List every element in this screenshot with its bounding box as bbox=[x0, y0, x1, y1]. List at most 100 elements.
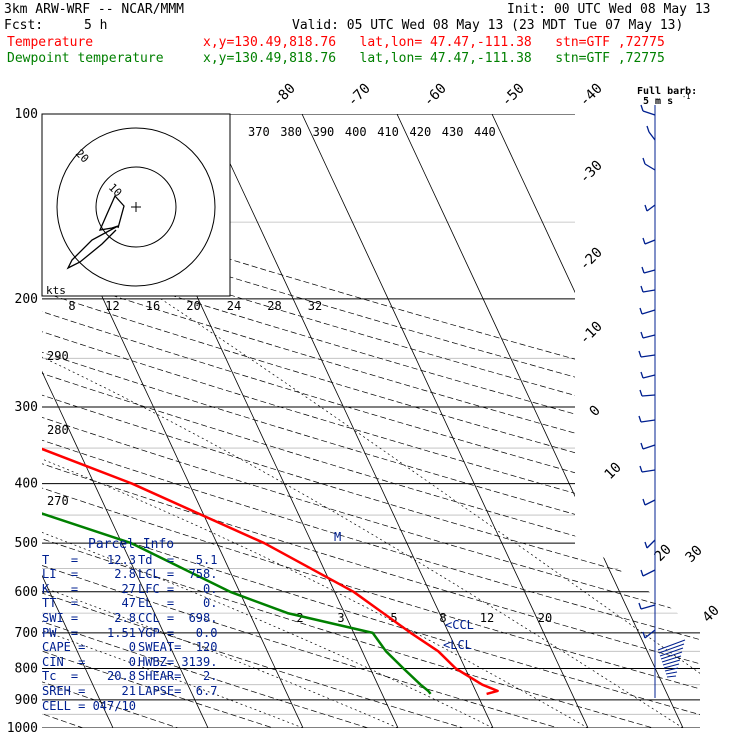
level-marker: M bbox=[334, 530, 341, 544]
parcel-value-right: Td = 5.1 bbox=[138, 552, 218, 567]
dewpoint-profile bbox=[42, 512, 432, 695]
wind-barb-cluster bbox=[657, 639, 686, 651]
parcel-info-row: CAPE = 0 SWEAT= 120 bbox=[42, 640, 232, 655]
parcel-info-row: CIN = 0 HWBZ= 3139. bbox=[42, 655, 232, 670]
temperature-axis-label: 8 bbox=[68, 299, 75, 313]
isotherm-label: 30 bbox=[683, 543, 706, 566]
wind-barb-flag bbox=[640, 285, 644, 293]
wind-barb bbox=[644, 163, 656, 171]
wind-barb-cluster bbox=[658, 643, 685, 654]
isotherm bbox=[42, 114, 114, 728]
wind-barb-flag bbox=[642, 157, 646, 165]
parcel-info-panel: Parcel Info T = 12.3 Td = 5.1 LI = 2.8 LCL … bbox=[42, 537, 232, 714]
isotherm-label: -50 bbox=[499, 81, 528, 110]
parcel-info-row: SWI = 2.8 CCL = 698. bbox=[42, 611, 232, 626]
dry-adiabat bbox=[42, 114, 464, 728]
wind-barb bbox=[640, 354, 656, 358]
dewpoint-legend-label: Dewpoint temperature bbox=[7, 51, 164, 66]
isotherm bbox=[206, 114, 494, 728]
wind-barb-flag bbox=[639, 465, 643, 473]
wind-barb bbox=[642, 444, 656, 450]
theta-label-left: 280 bbox=[47, 423, 69, 437]
wind-barb-flag bbox=[642, 498, 646, 506]
isotherm-label: -80 bbox=[270, 81, 299, 110]
dry-adiabat bbox=[42, 114, 700, 728]
valid-time: Valid: 05 UTC Wed 08 May 13 (23 MDT Tue … bbox=[292, 18, 684, 33]
isotherm bbox=[42, 114, 304, 728]
isotherm bbox=[42, 114, 209, 728]
barb-scale-exponent: -1 bbox=[682, 93, 690, 101]
wind-barb-flag bbox=[639, 389, 643, 397]
wind-barb-flag bbox=[644, 541, 648, 549]
parcel-value-left: K = 27 bbox=[42, 581, 136, 596]
hodograph-unit: kts bbox=[46, 284, 66, 297]
profiles bbox=[42, 447, 499, 696]
parcel-info-row: Tc = 20.8 SHEAR= 2. bbox=[42, 669, 232, 684]
parcel-value-right: EL = 0. bbox=[138, 596, 218, 611]
wind-barb-flag bbox=[640, 331, 644, 339]
hodograph-ring-20 bbox=[56, 127, 216, 287]
wind-barb-cluster bbox=[665, 671, 678, 675]
barb-scale-label: Full barb: bbox=[637, 86, 697, 97]
wind-barb-cluster bbox=[666, 675, 677, 678]
hodograph-trace bbox=[66, 194, 125, 270]
dry-adiabat bbox=[42, 114, 700, 728]
parcel-value-right: LCL = 758. bbox=[138, 567, 218, 582]
wind-barb bbox=[641, 469, 656, 473]
isotherm-label: -40 bbox=[577, 81, 606, 110]
init-time: Init: 00 UTC Wed 08 May 13 bbox=[507, 2, 711, 17]
wind-barb-flag bbox=[641, 266, 645, 274]
dry-adiabat bbox=[42, 114, 700, 728]
parcel-value-left: Tc = 20.8 bbox=[42, 669, 136, 684]
wind-barb-flag bbox=[638, 602, 642, 610]
isotherm-label: -70 bbox=[345, 81, 374, 110]
moist-adiabat bbox=[42, 298, 589, 728]
dry-adiabat bbox=[42, 114, 700, 728]
isotherm bbox=[111, 114, 399, 728]
theta-label: 440 bbox=[474, 125, 496, 139]
parcel-info-row: K = 27 LFC = 0. bbox=[42, 582, 232, 597]
theta-label: 410 bbox=[377, 125, 399, 139]
forecast-hours: 5 h bbox=[84, 18, 108, 33]
dry-adiabat bbox=[42, 114, 274, 728]
parcel-value-left: CELL = 047/10 bbox=[42, 698, 136, 713]
wind-barb-cluster bbox=[663, 663, 680, 669]
wind-barb-flag bbox=[638, 415, 642, 423]
parcel-value-left: SWI = 2.8 bbox=[42, 610, 136, 625]
forecast-label: Fcst: bbox=[4, 18, 44, 33]
dry-adiabat bbox=[42, 114, 179, 728]
parcel-info-row: LI = 2.8 LCL = 758. bbox=[42, 567, 232, 582]
isotherm-label: -20 bbox=[577, 245, 606, 274]
pressure-label: 300 bbox=[15, 400, 38, 415]
moist-adiabat bbox=[160, 298, 700, 728]
pressure-label: 100 bbox=[15, 107, 38, 122]
isotherm-label: 40 bbox=[700, 603, 723, 626]
wind-barb-flag bbox=[639, 307, 643, 315]
parcel-value-left: TT = 47 bbox=[42, 596, 136, 611]
temperature-axis-label: 12 bbox=[105, 299, 119, 313]
dry-adiabat bbox=[42, 114, 700, 728]
mixing-ratio-label: 3 bbox=[337, 611, 344, 625]
temperature-axis-label: 32 bbox=[308, 299, 322, 313]
moist-adiabat bbox=[42, 298, 304, 728]
wind-barb-flag bbox=[642, 631, 646, 639]
isotherm bbox=[491, 114, 700, 728]
parcel-info-row: CELL = 047/10 bbox=[42, 699, 232, 714]
parcel-info-row: T = 12.3 Td = 5.1 bbox=[42, 553, 232, 568]
pressure-label: 1000 bbox=[7, 721, 38, 736]
parcel-info-row: PW = 1.51 YGP = 0.0 bbox=[42, 626, 232, 641]
moist-adiabat bbox=[42, 298, 684, 728]
wind-barb-cluster bbox=[661, 655, 682, 663]
parcel-value-left: T = 12.3 bbox=[42, 552, 136, 567]
pressure-label: 500 bbox=[15, 536, 38, 551]
hodograph-ring-10 bbox=[95, 166, 177, 248]
dry-adiabat bbox=[42, 114, 700, 728]
mixing-ratio-label: 2 bbox=[296, 611, 303, 625]
parcel-info-row: TT = 47 EL = 0. bbox=[42, 596, 232, 611]
wind-barb-cluster bbox=[659, 647, 684, 657]
wind-barb bbox=[640, 604, 656, 610]
wind-barb-flag bbox=[644, 204, 648, 212]
parcel-value-left: CAPE = 0 bbox=[42, 640, 136, 655]
isotherm-label: -10 bbox=[577, 319, 606, 348]
